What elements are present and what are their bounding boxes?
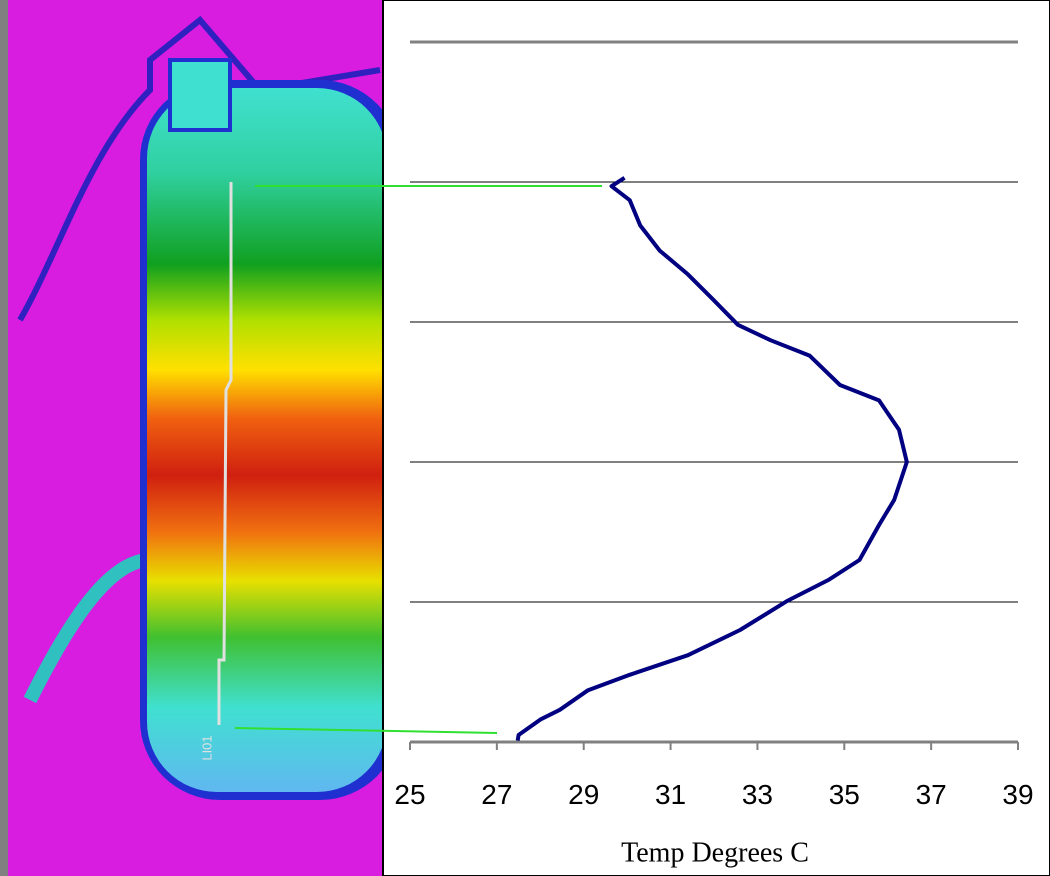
data-line — [515, 176, 909, 741]
x-tick-label: 35 — [829, 779, 860, 810]
thermal-image: LI01 — [0, 0, 400, 876]
image-label: LI01 — [199, 735, 214, 760]
x-tick-label: 37 — [916, 779, 947, 810]
x-tick-label: 25 — [394, 779, 425, 810]
x-axis-title: Temp Degrees C — [621, 837, 809, 868]
x-tick-label: 27 — [481, 779, 512, 810]
x-tick-label: 31 — [655, 779, 686, 810]
connector — [234, 727, 498, 734]
x-tick-label: 33 — [742, 779, 773, 810]
frame — [0, 0, 8, 876]
chart-panel — [382, 0, 1050, 876]
strap — [23, 553, 151, 704]
body — [147, 88, 387, 792]
handle — [168, 58, 232, 132]
x-tick-label: 39 — [1002, 779, 1033, 810]
x-tick-label: 29 — [568, 779, 599, 810]
cable — [17, 15, 381, 322]
profile-line — [217, 182, 233, 725]
